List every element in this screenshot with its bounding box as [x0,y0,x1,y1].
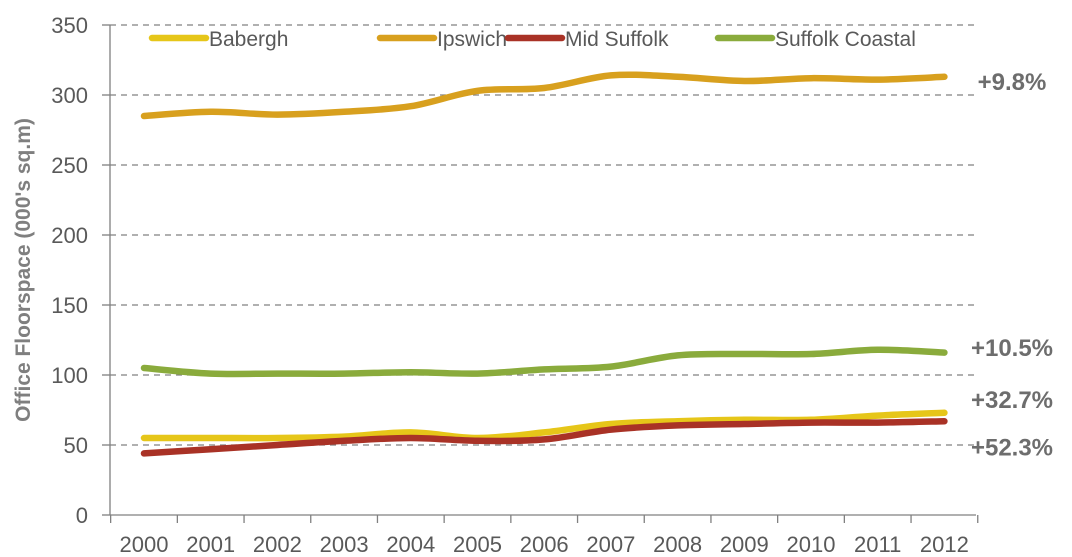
x-tick-label: 2007 [586,532,635,557]
x-tick-label: 2000 [120,532,169,557]
series-line-ipswich [140,71,948,120]
legend-label-suffolk-coastal: Suffolk Coastal [775,28,916,51]
x-tick-label: 2012 [920,532,969,557]
legend-label-babergh: Babergh [209,28,288,51]
annotations: +9.8% +10.5% +32.7% +52.3% [971,69,1053,461]
y-axis-label: Office Floorspace (000's sq.m) [12,118,35,422]
legend: Babergh Ipswich Mid Suffolk Suffolk Coastal [148,28,916,51]
y-tick-label: 50 [64,433,88,458]
annotation-label: +32.7% [971,387,1053,414]
x-tick-label: 2001 [186,532,235,557]
axes: 0 50 100 150 200 250 300 350 2000 2001 2002 2003 200… [51,13,979,557]
x-tick-label: 2010 [787,532,836,557]
y-tick-label: 0 [76,503,88,528]
y-tick-label: 200 [51,223,88,248]
series-lines [140,71,948,457]
x-tick-label: 2005 [453,532,502,557]
annotation-label: +52.3% [971,434,1053,461]
legend-label-ipswich: Ipswich [437,28,507,51]
y-tick-label: 350 [51,13,88,38]
x-tick-label: 2009 [720,532,769,557]
x-tick-label: 2002 [253,532,302,557]
x-tick-label: 2008 [653,532,702,557]
annotation-label: +10.5% [971,335,1053,362]
series-line-suffolk-coastal [140,346,948,378]
legend-label-mid-suffolk: Mid Suffolk [565,28,669,51]
series-line-mid-suffolk [140,417,948,457]
y-tick-label: 100 [51,363,88,388]
y-tick-label: 250 [51,153,88,178]
annotation-label: +9.8% [978,69,1047,96]
x-tick-label: 2004 [386,532,435,557]
x-tick-label: 2003 [320,532,369,557]
x-tick-label: 2006 [520,532,569,557]
x-tick-label: 2011 [854,532,901,557]
y-tick-label: 300 [51,83,88,108]
y-tick-label: 150 [51,293,88,318]
